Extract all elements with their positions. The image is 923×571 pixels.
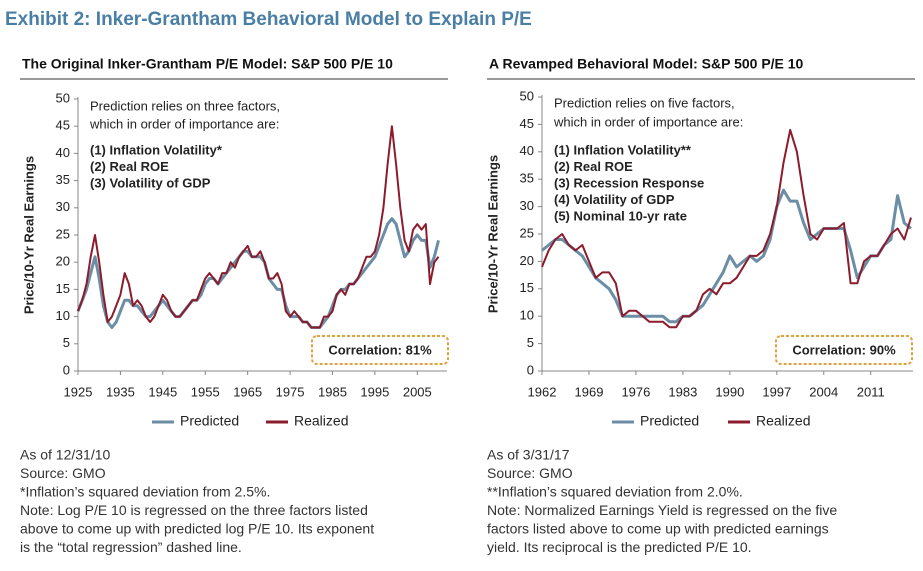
y-tick-label: 20 — [520, 253, 534, 268]
y-tick-label: 15 — [56, 281, 70, 296]
y-tick-label: 50 — [56, 90, 70, 105]
x-tick-label: 1935 — [106, 384, 135, 399]
x-tick-label: 2011 — [857, 384, 885, 399]
y-tick-label: 30 — [520, 198, 534, 213]
x-tick-label: 1945 — [148, 384, 177, 399]
x-tick-label: 2005 — [403, 384, 432, 399]
legend-label: Predicted — [640, 413, 699, 429]
x-tick-label: 1997 — [762, 384, 791, 399]
annotation: Prediction relies on three factors, — [90, 98, 280, 113]
y-tick-label: 35 — [520, 171, 534, 186]
y-tick-label: 0 — [63, 362, 70, 377]
annotation-factor: (3) Recession Response — [554, 175, 704, 190]
note: Note: Log P/E 10 is regressed on the thr… — [20, 502, 368, 518]
y-tick-label: 10 — [520, 308, 534, 323]
annotation: which in order of importance are: — [89, 116, 279, 131]
series-line — [77, 125, 440, 329]
y-tick-label: 20 — [56, 254, 70, 269]
correlation-box — [311, 335, 449, 365]
correlation-label: Correlation: 81% — [328, 342, 432, 357]
y-tick-label: 45 — [520, 116, 534, 131]
note: factors listed above to come up with pre… — [487, 521, 829, 537]
y-tick-label: 45 — [56, 118, 70, 133]
x-tick-label: 1995 — [360, 384, 389, 399]
annotation-factor: (2) Real ROE — [554, 159, 633, 174]
note: *Inflation’s squared deviation from 2.5%… — [20, 484, 270, 500]
legend-label: Realized — [294, 413, 348, 429]
y-axis-label: Price/10-Yr Real Earnings — [485, 155, 500, 313]
annotation-factor: (3) Volatility of GDP — [90, 175, 211, 190]
annotation: Prediction relies on five factors, — [554, 95, 735, 110]
x-tick-label: 1955 — [191, 384, 220, 399]
y-tick-label: 10 — [56, 308, 70, 323]
y-tick-label: 50 — [520, 88, 534, 103]
annotation-factor: (2) Real ROE — [90, 159, 169, 174]
x-tick-label: 1990 — [715, 384, 744, 399]
y-axis-label: Price/10-Yr Real Earnings — [21, 156, 36, 314]
y-tick-label: 25 — [56, 226, 70, 241]
x-tick-label: 1985 — [318, 384, 347, 399]
note: is the “total regression” dashed line. — [20, 539, 242, 555]
annotation-factor: (1) Inflation Volatility* — [90, 142, 223, 157]
x-tick-label: 1969 — [575, 384, 604, 399]
annotation-factor: (5) Nominal 10-yr rate — [554, 208, 687, 223]
legend-label: Predicted — [180, 413, 239, 429]
y-tick-label: 25 — [520, 225, 534, 240]
note: Source: GMO — [20, 465, 106, 481]
y-tick-label: 0 — [527, 362, 534, 377]
chart-title: A Revamped Behavioral Model: S&P 500 P/E… — [489, 56, 804, 72]
x-tick-label: 1976 — [621, 384, 650, 399]
note: above to come up with predicted log P/E … — [20, 521, 374, 537]
annotation-factor: (1) Inflation Volatility** — [554, 142, 692, 157]
y-tick-label: 30 — [56, 199, 70, 214]
x-tick-label: 1983 — [668, 384, 697, 399]
note: Source: GMO — [487, 465, 573, 481]
correlation-box — [775, 335, 913, 365]
x-tick-label: 1965 — [233, 384, 262, 399]
series-line — [76, 217, 440, 329]
y-tick-label: 15 — [520, 280, 534, 295]
x-tick-label: 1925 — [64, 384, 93, 399]
y-tick-label: 40 — [56, 145, 70, 160]
y-tick-label: 40 — [520, 143, 534, 158]
y-tick-label: 35 — [56, 172, 70, 187]
annotation: which in order of importance are: — [553, 114, 743, 129]
x-tick-label: 1962 — [528, 384, 557, 399]
y-tick-label: 5 — [527, 335, 534, 350]
note: As of 12/31/10 — [20, 447, 111, 463]
annotation-factor: (4) Volatility of GDP — [554, 192, 675, 207]
y-tick-label: 5 — [63, 335, 70, 350]
note: **Inflation’s squared deviation from 2.0… — [487, 484, 743, 500]
series-line — [541, 188, 912, 324]
note: As of 3/31/17 — [487, 447, 570, 463]
x-tick-label: 2004 — [809, 384, 838, 399]
note: yield. Its reciprocal is the predicted P… — [487, 539, 752, 555]
x-tick-label: 1975 — [276, 384, 305, 399]
note: Note: Normalized Earnings Yield is regre… — [487, 502, 837, 518]
legend-label: Realized — [756, 413, 810, 429]
page-title: Exhibit 2: Inker-Grantham Behavioral Mod… — [5, 9, 532, 30]
correlation-label: Correlation: 90% — [792, 342, 896, 357]
chart-title: The Original Inker-Grantham P/E Model: S… — [22, 56, 393, 72]
series-line — [541, 128, 912, 329]
